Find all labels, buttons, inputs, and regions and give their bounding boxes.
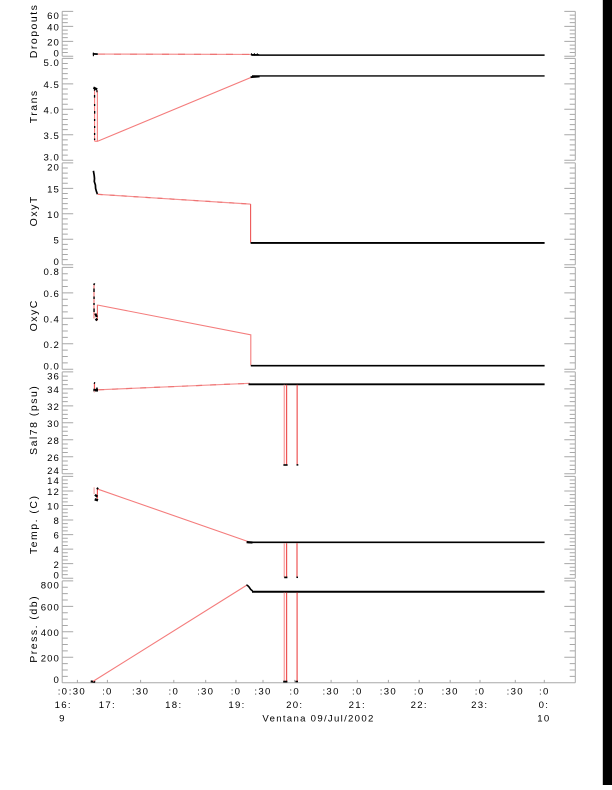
svg-text::0: :0: [539, 687, 550, 698]
svg-text:10: 10: [47, 210, 60, 221]
svg-text:30: 30: [47, 419, 60, 430]
svg-text:OxyT: OxyT: [28, 195, 40, 226]
svg-text::0: :0: [475, 687, 486, 698]
svg-text:26: 26: [47, 453, 60, 464]
svg-text:4.0: 4.0: [43, 105, 59, 116]
svg-text:22:: 22:: [411, 700, 428, 711]
svg-text:5.0: 5.0: [43, 58, 59, 69]
svg-text::30: :30: [380, 687, 397, 698]
svg-text::30: :30: [254, 687, 271, 698]
svg-text:20: 20: [47, 37, 60, 48]
svg-text:10: 10: [47, 502, 60, 513]
svg-text:18:: 18:: [165, 700, 182, 711]
svg-text:600: 600: [41, 603, 60, 614]
svg-text::30: :30: [442, 687, 459, 698]
svg-text:0.8: 0.8: [43, 267, 59, 278]
svg-text::30: :30: [132, 687, 149, 698]
svg-text:OxyC: OxyC: [28, 299, 40, 331]
svg-text:0:: 0:: [539, 700, 550, 711]
svg-text:0: 0: [53, 571, 59, 582]
svg-text::0: :0: [58, 687, 69, 698]
svg-text:Dropouts: Dropouts: [28, 4, 40, 59]
svg-text:4.5: 4.5: [43, 80, 59, 91]
svg-text:0.0: 0.0: [43, 362, 59, 373]
svg-text:Temp. (C): Temp. (C): [28, 495, 40, 555]
svg-text:4: 4: [53, 545, 59, 556]
svg-text:23:: 23:: [471, 700, 488, 711]
svg-text:Trans: Trans: [28, 89, 40, 123]
svg-text:Press. (db): Press. (db): [28, 595, 40, 663]
svg-text:5: 5: [53, 235, 59, 246]
svg-text::0: :0: [414, 687, 425, 698]
svg-text::30: :30: [69, 687, 86, 698]
svg-text::30: :30: [507, 687, 524, 698]
svg-text::0: :0: [352, 687, 363, 698]
svg-text:60: 60: [47, 11, 60, 22]
svg-text:14: 14: [47, 476, 60, 487]
svg-text:20: 20: [47, 163, 60, 174]
svg-text:3.0: 3.0: [43, 153, 59, 164]
svg-text::30: :30: [197, 687, 214, 698]
svg-text:0.4: 0.4: [43, 314, 59, 325]
svg-text:3.5: 3.5: [43, 131, 59, 142]
svg-text:19:: 19:: [228, 700, 245, 711]
svg-text:2: 2: [53, 560, 59, 571]
svg-text::0: :0: [231, 687, 242, 698]
svg-text:36: 36: [47, 372, 60, 383]
svg-text:16:: 16:: [55, 700, 72, 711]
svg-text:24: 24: [47, 466, 60, 477]
svg-text:10: 10: [537, 713, 550, 724]
svg-text:9: 9: [59, 713, 66, 724]
svg-text:34: 34: [47, 385, 60, 396]
svg-text:0.2: 0.2: [43, 340, 59, 351]
svg-text:8: 8: [53, 516, 59, 527]
svg-text:0.6: 0.6: [43, 289, 59, 300]
svg-text:21:: 21:: [349, 700, 366, 711]
svg-text:800: 800: [41, 581, 60, 592]
svg-text:0: 0: [53, 49, 59, 60]
svg-text::0: :0: [289, 687, 300, 698]
svg-text:40: 40: [47, 23, 60, 34]
svg-text:32: 32: [47, 402, 60, 413]
svg-text:6: 6: [53, 531, 59, 542]
svg-text:Ventana 09/Jul/2002: Ventana 09/Jul/2002: [262, 713, 374, 724]
svg-text:28: 28: [47, 436, 60, 447]
svg-text:0: 0: [53, 675, 59, 686]
svg-text:0: 0: [53, 257, 59, 268]
svg-text:17:: 17:: [99, 700, 116, 711]
svg-text::30: :30: [322, 687, 339, 698]
svg-text::0: :0: [168, 687, 179, 698]
svg-text::0: :0: [102, 687, 113, 698]
svg-text:15: 15: [47, 184, 60, 195]
svg-text:12: 12: [47, 487, 60, 498]
svg-text:20:: 20:: [286, 700, 303, 711]
svg-text:200: 200: [41, 653, 60, 664]
svg-text:Sal78 (psu): Sal78 (psu): [28, 385, 40, 455]
svg-text:400: 400: [41, 628, 60, 639]
